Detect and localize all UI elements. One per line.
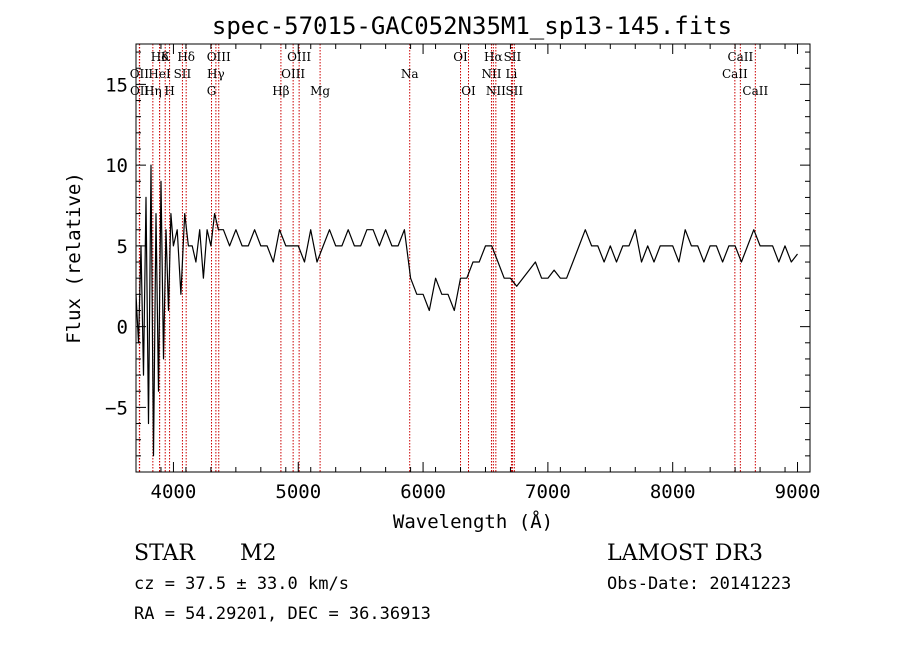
spectral-line-label: Na [401,67,419,81]
spectral-line-label: Mg [310,84,330,98]
y-tick-label: 0 [117,317,128,339]
spectral-line-label: H [164,84,174,98]
spectral-line-label: HeI [148,67,171,81]
spectral-line-label: CaII [727,50,753,64]
x-tick-label: 9000 [775,481,821,503]
spectral-line-label: CaII [722,67,748,81]
object-subclass: M2 [240,541,277,566]
spectral-line-label: K [161,50,171,64]
y-axis-ticks: −5 0 5 10 15 [105,51,810,457]
spectral-line-markers [138,44,756,472]
spectral-line-label: SII [504,50,522,64]
spectral-line-label: OI [461,84,476,98]
y-axis-label: Flux (relative) [63,172,85,344]
spectrum-series-line [135,164,798,457]
spectral-line-label: Hβ [272,84,289,98]
spectral-line-label: Hη [144,84,162,98]
spectral-line-label: OI [453,50,468,64]
survey-name: LAMOST DR3 [607,541,763,566]
x-tick-label: 6000 [400,481,446,503]
spectral-line-label: SII [505,84,523,98]
spectral-line-label: OIII [207,50,231,64]
x-tick-label: 8000 [650,481,696,503]
spectral-line-label: NII [481,67,501,81]
spectral-line-label: Li [506,67,518,81]
object-class: STAR [134,541,196,566]
spectral-line-label: Hδ [177,50,195,64]
chart-title: spec-57015-GAC052N35M1_sp13-145.fits [212,12,732,40]
spectral-line-label: OII [130,67,150,81]
spectral-line-label: Hδ [151,50,169,64]
series-layer [135,164,798,457]
x-axis-ticks: 4000 5000 6000 7000 8000 9000 [135,44,821,503]
spectral-line-label: SII [174,67,192,81]
spectral-line-label: OIII [287,50,311,64]
plot-frame [135,43,811,473]
spectral-line-label: OII [130,84,150,98]
y-tick-label: 10 [105,155,128,177]
y-tick-label: −5 [105,397,128,419]
x-tick-label: 5000 [275,481,321,503]
spectral-line-label: Hγ [207,67,225,81]
x-tick-label: 4000 [151,481,197,503]
spectral-line-label: CaII [742,84,768,98]
spectral-line-label: NII [486,84,506,98]
observation-date: Obs-Date: 20141223 [607,574,791,594]
y-tick-label: 15 [105,74,128,96]
redshift-cz: cz = 37.5 ± 33.0 km/s [134,574,349,594]
spectral-line-label: OIII [281,67,305,81]
coordinates: RA = 54.29201, DEC = 36.36913 [134,604,431,624]
x-axis-label: Wavelength (Å) [393,510,553,533]
x-tick-label: 7000 [525,481,571,503]
spectral-line-label: G [207,84,217,98]
y-tick-label: 5 [117,236,128,258]
spectral-line-label: Hα [484,50,503,64]
